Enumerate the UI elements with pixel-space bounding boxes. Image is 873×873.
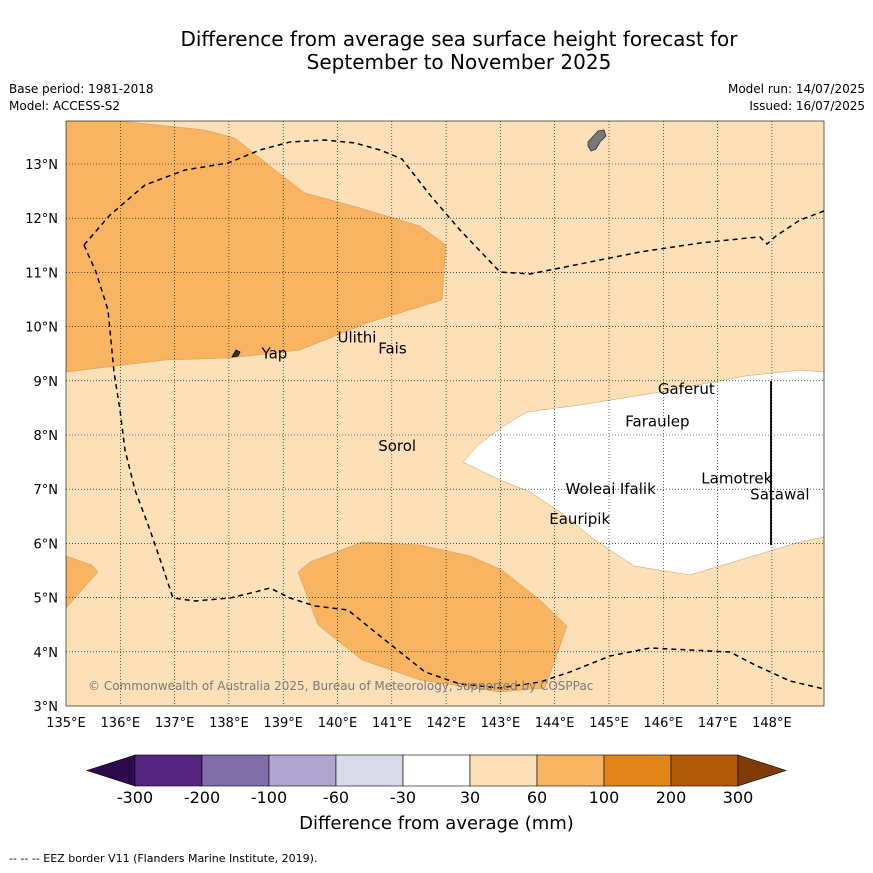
lat-label: 12°N <box>25 212 58 227</box>
anomaly-60-100-southwest <box>66 555 99 609</box>
place-label: Ulithi <box>338 328 377 346</box>
anomaly-60-100-north <box>66 121 447 373</box>
latitude-labels: 13°N 12°N 11°N 10°N 9°N 8°N 7°N 6°N 5°N 4°N 3°N <box>25 158 58 715</box>
lat-label: 3°N <box>34 700 59 715</box>
place-label: Ifalik <box>620 480 656 498</box>
model-run: Model run: 14/07/2025 <box>727 82 865 96</box>
place-label: Fais <box>378 339 407 357</box>
colorbar-tick-label: 100 <box>588 788 620 807</box>
title-line-1: Difference from average sea surface heig… <box>180 27 738 51</box>
lon-label: 139°E <box>263 716 303 731</box>
title-line-2: September to November 2025 <box>306 50 612 74</box>
colorbar-tick-label: -100 <box>250 788 288 807</box>
meta-right: Model run: 14/07/2025 Issued: 16/07/2025 <box>728 81 865 115</box>
map-title: Difference from average sea surface heig… <box>0 28 873 74</box>
place-label: Yap <box>260 345 287 363</box>
colorbar-tick-label: 60 <box>526 788 548 807</box>
map-frame <box>65 120 825 707</box>
lon-label: 136°E <box>101 716 141 731</box>
guam-island <box>587 129 607 152</box>
lon-label: 145°E <box>589 716 629 731</box>
lat-label: 4°N <box>34 646 59 661</box>
lon-label: 135°E <box>46 716 86 731</box>
place-label: Gaferut <box>658 380 715 398</box>
lon-label: 148°E <box>752 716 792 731</box>
colorbar-swatch <box>469 754 538 787</box>
colorbar-swatch <box>268 754 337 787</box>
graticule <box>66 121 824 706</box>
place-label: Woleai <box>566 480 616 498</box>
lat-label: 5°N <box>34 592 59 607</box>
place-label: Sorol <box>378 437 416 455</box>
colorbar-tick-label: -60 <box>322 788 350 807</box>
colorbar-swatch <box>603 754 672 787</box>
colorbar-title: Difference from average (mm) <box>299 813 574 834</box>
colorbar-swatch <box>402 754 471 787</box>
copyright-text: © Commonwealth of Australia 2025, Bureau… <box>88 679 593 693</box>
colorbar-swatch <box>134 754 203 787</box>
colorbar <box>86 754 787 787</box>
lat-label: 9°N <box>34 375 59 390</box>
yap-island <box>231 349 241 358</box>
colorbar-tick-label: 200 <box>655 788 687 807</box>
colorbar-tick-label: -300 <box>116 788 154 807</box>
lon-label: 144°E <box>535 716 575 731</box>
lat-label: 11°N <box>25 266 58 281</box>
place-label: Satawal <box>750 486 809 504</box>
lon-label: 147°E <box>698 716 738 731</box>
lon-label: 142°E <box>426 716 466 731</box>
anomaly-60-100-south <box>297 541 568 693</box>
base-period: Base period: 1981-2018 <box>9 82 154 96</box>
lon-label: 137°E <box>155 716 195 731</box>
colorbar-tick-label: 300 <box>722 788 754 807</box>
lon-label: 141°E <box>372 716 412 731</box>
lon-label: 140°E <box>318 716 358 731</box>
colorbar-swatch <box>201 754 270 787</box>
colorbar-swatch <box>335 754 404 787</box>
longitude-labels: 135°E 136°E 137°E 138°E 139°E 140°E 141°E 142°E… <box>46 716 791 731</box>
colorbar-min-arrow <box>86 754 136 787</box>
colorbar-tick-label: -200 <box>183 788 221 807</box>
place-label: Faraulep <box>625 412 689 430</box>
issued-date: Issued: 16/07/2025 <box>749 99 865 113</box>
eez-border-south <box>83 244 824 690</box>
lat-label: 13°N <box>25 158 58 173</box>
lat-label: 8°N <box>34 429 59 444</box>
place-label: Lamotrek <box>701 469 772 487</box>
footnote: -- -- -- EEZ border V11 (Flanders Marine… <box>9 852 318 865</box>
lon-label: 146°E <box>644 716 684 731</box>
eez-border-north <box>83 139 824 275</box>
colorbar-swatch <box>536 754 605 787</box>
lon-label: 143°E <box>481 716 521 731</box>
colorbar-swatch <box>670 754 739 787</box>
lat-label: 6°N <box>34 537 59 552</box>
anomaly-neutral-zone <box>462 369 824 576</box>
map-plot-area: © Commonwealth of Australia 2025, Bureau… <box>66 121 824 706</box>
meta-left: Base period: 1981-2018 Model: ACCESS-S2 <box>9 81 154 115</box>
colorbar-tick-label: 30 <box>459 788 481 807</box>
place-label: Eauripik <box>549 510 610 528</box>
colorbar-tick-label: -30 <box>389 788 417 807</box>
colorbar-max-arrow <box>737 754 787 787</box>
lon-label: 138°E <box>209 716 249 731</box>
lat-label: 10°N <box>25 321 58 336</box>
lat-label: 7°N <box>34 483 59 498</box>
model-name: Model: ACCESS-S2 <box>9 99 121 113</box>
